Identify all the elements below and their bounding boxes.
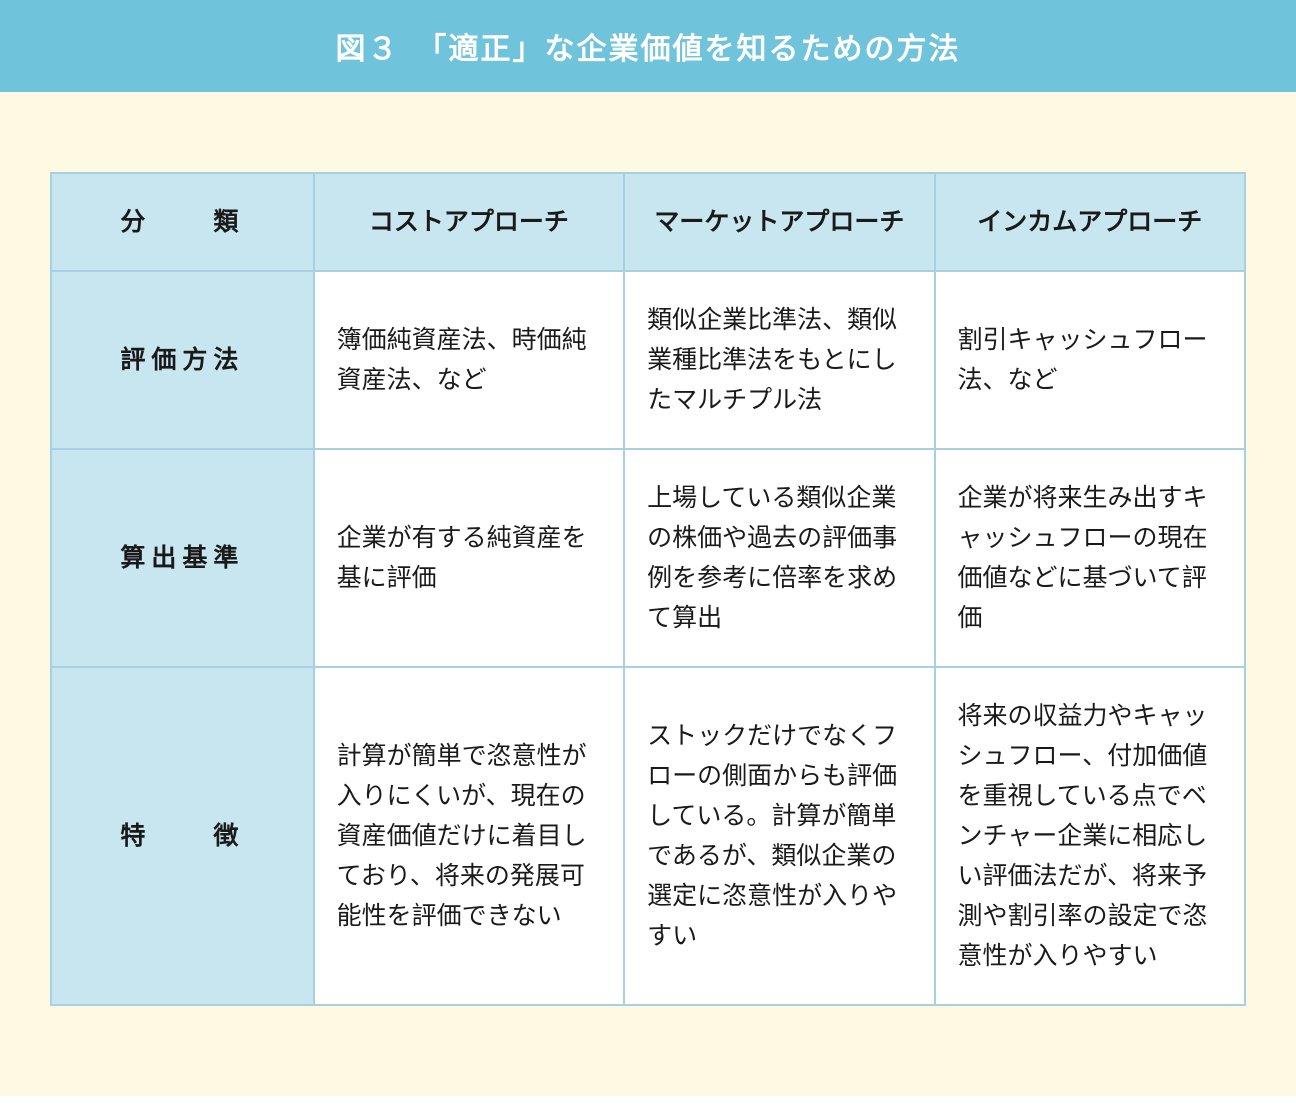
figure-container: 図３ 「適正」な企業価値を知るための方法 分 類 コストアプローチ マーケットア… bbox=[0, 0, 1296, 1096]
cell-method-market: 類似企業比準法、類似業種比準法をもとにしたマルチプル法 bbox=[624, 271, 934, 449]
col-header-income: インカムアプローチ bbox=[935, 173, 1245, 271]
table-row-basis: 算出基準 企業が有する純資産を基に評価 上場している類似企業の株価や過去の評価事… bbox=[51, 449, 1245, 667]
valuation-table: 分 類 コストアプローチ マーケットアプローチ インカムアプローチ 評価方法 簿… bbox=[50, 172, 1246, 1006]
col-header-category: 分 類 bbox=[51, 173, 314, 271]
col-header-cost: コストアプローチ bbox=[314, 173, 624, 271]
table-row-method: 評価方法 簿価純資産法、時価純資産法、など 類似企業比準法、類似業種比準法をもと… bbox=[51, 271, 1245, 449]
cell-basis-market: 上場している類似企業の株価や過去の評価事例を参考に倍率を求めて算出 bbox=[624, 449, 934, 667]
row-header-feature: 特 徴 bbox=[51, 667, 314, 1005]
cell-method-cost: 簿価純資産法、時価純資産法、など bbox=[314, 271, 624, 449]
table-area: 分 類 コストアプローチ マーケットアプローチ インカムアプローチ 評価方法 簿… bbox=[0, 92, 1296, 1096]
cell-feature-market: ストックだけでなくフローの側面からも評価している。計算が簡単であるが、類似企業の… bbox=[624, 667, 934, 1005]
table-row-feature: 特 徴 計算が簡単で恣意性が入りにくいが、現在の資産価値だけに着目しており、将来… bbox=[51, 667, 1245, 1005]
figure-title: 図３ 「適正」な企業価値を知るための方法 bbox=[0, 0, 1296, 92]
cell-basis-income: 企業が将来生み出すキャッシュフローの現在価値などに基づいて評価 bbox=[935, 449, 1245, 667]
row-header-basis: 算出基準 bbox=[51, 449, 314, 667]
cell-feature-cost: 計算が簡単で恣意性が入りにくいが、現在の資産価値だけに着目しており、将来の発展可… bbox=[314, 667, 624, 1005]
cell-basis-cost: 企業が有する純資産を基に評価 bbox=[314, 449, 624, 667]
cell-method-income: 割引キャッシュフロー法、など bbox=[935, 271, 1245, 449]
row-header-method: 評価方法 bbox=[51, 271, 314, 449]
col-header-market: マーケットアプローチ bbox=[624, 173, 934, 271]
header-row: 分 類 コストアプローチ マーケットアプローチ インカムアプローチ bbox=[51, 173, 1245, 271]
cell-feature-income: 将来の収益力やキャッシュフロー、付加価値を重視している点でベンチャー企業に相応し… bbox=[935, 667, 1245, 1005]
